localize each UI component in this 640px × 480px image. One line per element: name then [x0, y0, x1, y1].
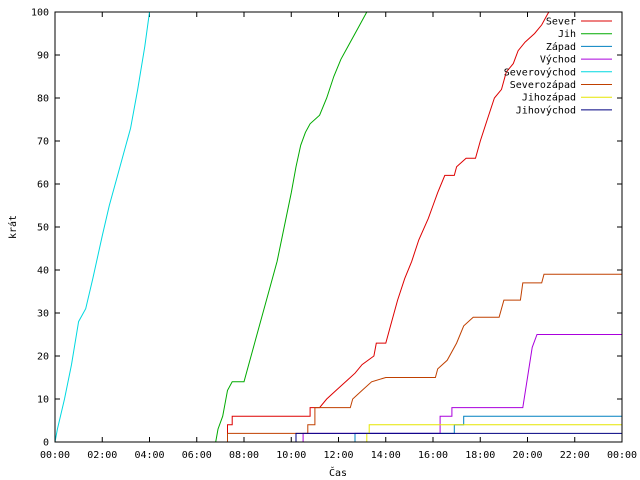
legend-label: Jihozápad	[522, 92, 576, 104]
legend-label: Severovýchod	[504, 66, 576, 78]
y-tick-label: 40	[37, 266, 49, 277]
x-tick-label: 00:00	[607, 450, 637, 461]
x-tick-label: 18:00	[465, 450, 495, 461]
x-axis-label: Čas	[329, 466, 347, 479]
y-tick-label: 90	[37, 51, 49, 62]
y-tick-label: 70	[37, 137, 49, 148]
legend-label: Východ	[540, 54, 576, 66]
legend-label: Severozápad	[510, 79, 576, 91]
y-tick-label: 0	[43, 438, 49, 449]
x-tick-label: 10:00	[276, 450, 306, 461]
x-tick-label: 22:00	[560, 450, 590, 461]
legend-label: Jihovýchod	[516, 104, 576, 116]
x-tick-label: 06:00	[182, 450, 212, 461]
series-line	[354, 415, 622, 442]
series-line	[227, 273, 622, 442]
y-tick-label: 20	[37, 352, 49, 363]
legend-label: Západ	[546, 41, 576, 53]
x-tick-label: 08:00	[229, 450, 259, 461]
y-axis-label: krát	[7, 215, 19, 239]
y-tick-label: 80	[37, 94, 49, 105]
series-line	[227, 11, 550, 442]
x-tick-label: 16:00	[418, 450, 448, 461]
y-tick-label: 100	[31, 8, 49, 19]
legend-label: Jih	[558, 29, 576, 40]
y-axis-ticks: 0 10 20 30 40 50 60 70 80 90 100	[31, 8, 622, 449]
x-tick-label: 14:00	[371, 450, 401, 461]
series-line	[302, 334, 622, 442]
series-line	[54, 11, 152, 443]
y-tick-label: 50	[37, 223, 49, 234]
series-line	[295, 432, 622, 442]
y-tick-label: 10	[37, 395, 49, 406]
x-tick-label: 20:00	[512, 450, 542, 461]
x-tick-label: 04:00	[134, 450, 164, 461]
x-tick-label: 02:00	[87, 450, 117, 461]
x-tick-label: 12:00	[323, 450, 353, 461]
y-tick-label: 60	[37, 180, 49, 191]
x-axis-ticks: 00:00 02:00 04:00 06:00 08:00 10:00 12:00 14:00…	[40, 12, 637, 461]
y-tick-label: 30	[37, 309, 49, 320]
series-line	[215, 11, 374, 443]
series-lines	[54, 11, 622, 443]
plot-frame	[54, 11, 623, 443]
x-tick-label: 00:00	[40, 450, 70, 461]
legend: SeverJihZápadVýchodSeverovýchodSeverozáp…	[504, 17, 612, 116]
legend-label: Sever	[546, 17, 576, 28]
